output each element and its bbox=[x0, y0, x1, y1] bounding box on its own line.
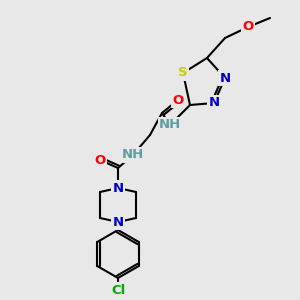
Text: NH: NH bbox=[122, 148, 144, 161]
Text: N: N bbox=[112, 215, 124, 229]
Text: O: O bbox=[94, 154, 106, 166]
Text: N: N bbox=[112, 182, 124, 194]
Text: S: S bbox=[178, 67, 188, 80]
Text: O: O bbox=[172, 94, 184, 106]
Text: N: N bbox=[208, 97, 220, 110]
Text: NH: NH bbox=[159, 118, 181, 131]
Text: Cl: Cl bbox=[111, 284, 125, 296]
Text: O: O bbox=[242, 20, 253, 34]
Text: N: N bbox=[219, 71, 231, 85]
